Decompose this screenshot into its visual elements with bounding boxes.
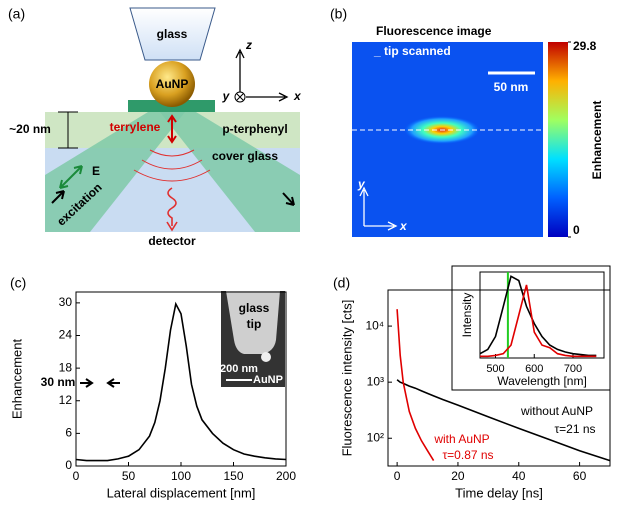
data-line bbox=[75, 301, 287, 462]
label: cover glass bbox=[212, 149, 278, 163]
data-line bbox=[480, 284, 597, 358]
x-tick-label: 200 bbox=[276, 469, 296, 483]
axes bbox=[235, 48, 289, 102]
label: detector bbox=[148, 234, 196, 248]
dipole bbox=[167, 114, 177, 144]
label: AuNP bbox=[156, 77, 189, 91]
y-tick-label: 10² bbox=[367, 430, 384, 444]
sem-inset: glass tip 200 nm AuNP bbox=[220, 291, 285, 387]
colorbar-label: Enhancement bbox=[590, 101, 604, 180]
label: ~20 nm bbox=[9, 122, 51, 136]
axes bbox=[359, 186, 398, 231]
arrow bbox=[51, 190, 65, 204]
label: glass bbox=[157, 27, 188, 41]
series-label: without AuNP bbox=[520, 404, 593, 418]
label: E bbox=[92, 164, 100, 178]
particle bbox=[261, 352, 271, 362]
label: y bbox=[222, 89, 231, 103]
arrow bbox=[282, 192, 295, 206]
x-tick-label: 20 bbox=[451, 469, 465, 483]
inset-frame bbox=[451, 265, 611, 391]
y-tick-label: 10³ bbox=[367, 374, 384, 388]
axis-into bbox=[236, 93, 244, 101]
subtitle: _ tip scanned bbox=[373, 44, 451, 58]
data-line bbox=[479, 275, 597, 357]
y-tick-label: 24 bbox=[59, 328, 73, 342]
x-axis-label: Lateral displacement [nm] bbox=[107, 485, 256, 500]
scale-label: 50 nm bbox=[494, 80, 529, 94]
annotation: τ=21 ns bbox=[554, 422, 595, 436]
field-arrow bbox=[59, 165, 83, 189]
panel-label: (a) bbox=[8, 6, 25, 22]
particle bbox=[149, 61, 195, 107]
series-label: with AuNP bbox=[433, 432, 489, 446]
data-line bbox=[396, 379, 611, 462]
x-tick-label: 0 bbox=[394, 469, 401, 483]
x-tick-label: 150 bbox=[223, 469, 243, 483]
label: x bbox=[399, 219, 408, 233]
x-tick-label: 500 bbox=[486, 363, 504, 375]
x-axis-label: Time delay [ns] bbox=[455, 485, 543, 500]
x-axis-label: Wavelength [nm] bbox=[497, 374, 587, 388]
glass-tip bbox=[129, 7, 216, 61]
label: y bbox=[357, 177, 366, 191]
panel-b: (b) Fluorescence image _ tip scanned 50 … bbox=[330, 6, 604, 237]
colorbar bbox=[548, 42, 568, 237]
x-tick-label: 40 bbox=[512, 469, 526, 483]
y-tick-label: 18 bbox=[59, 360, 73, 374]
x-tick-label: 100 bbox=[171, 469, 191, 483]
width-arrows bbox=[80, 378, 120, 388]
panel-a: (a) glass AuNP ~20 nm terrylene p-terphe… bbox=[8, 6, 302, 248]
emission-arrow bbox=[166, 187, 178, 232]
x-tick-label: 600 bbox=[525, 363, 543, 375]
data-line bbox=[396, 309, 435, 462]
beam-out bbox=[160, 112, 300, 232]
y-tick-label: 6 bbox=[65, 426, 72, 440]
label: 200 nm bbox=[220, 363, 258, 375]
tip-shape bbox=[226, 291, 280, 354]
y-tick-label: 10⁴ bbox=[365, 318, 384, 332]
beam-in bbox=[45, 112, 185, 232]
annotation: τ=0.87 ns bbox=[442, 448, 493, 462]
x-tick-label: 60 bbox=[573, 469, 587, 483]
x-tick-label: 0 bbox=[73, 469, 80, 483]
x-tick-label: 50 bbox=[122, 469, 136, 483]
colorbar-tick-label: 29.8 bbox=[573, 39, 597, 53]
y-axis-label: Intensity bbox=[460, 293, 474, 338]
y-tick-label: 0 bbox=[65, 458, 72, 472]
panel-label: (c) bbox=[10, 275, 26, 291]
colorbar-tick-label: 0 bbox=[573, 223, 580, 237]
y-axis-label: Fluorescence intensity [cts] bbox=[339, 300, 354, 457]
plot-frame bbox=[479, 271, 605, 359]
label: p-terphenyl bbox=[222, 122, 287, 136]
y-tick-label: 30 bbox=[59, 295, 73, 309]
annotation: 30 nm bbox=[41, 375, 76, 389]
label: tip bbox=[247, 317, 262, 331]
label: z bbox=[245, 38, 252, 52]
title: Fluorescence image bbox=[376, 24, 492, 38]
label: AuNP bbox=[253, 374, 283, 386]
plot-frame bbox=[387, 289, 611, 467]
y-tick-label: 12 bbox=[59, 393, 73, 407]
x-tick-label: 700 bbox=[564, 363, 582, 375]
label: glass bbox=[239, 301, 270, 315]
panel-label: (d) bbox=[333, 275, 350, 291]
emission bbox=[133, 149, 211, 182]
label: terrylene bbox=[110, 120, 161, 134]
y-axis-label: Enhancement bbox=[9, 339, 24, 420]
panel-label: (b) bbox=[330, 6, 347, 22]
label: x bbox=[293, 89, 302, 103]
